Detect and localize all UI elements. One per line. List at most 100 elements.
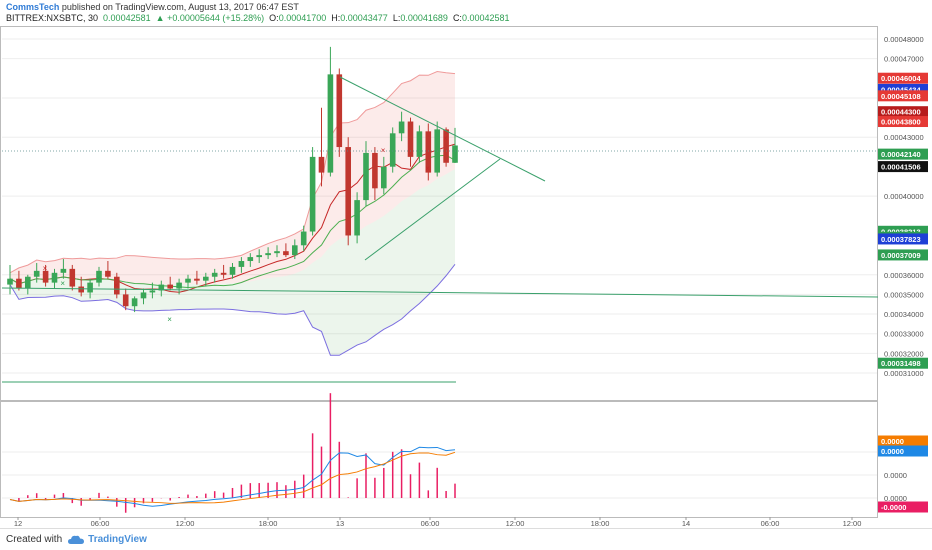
price-chart[interactable]: ×××××××× 0.000480000.000470000.000450000… — [0, 26, 932, 526]
oscillator — [9, 393, 456, 513]
candle-body — [122, 294, 129, 307]
candle-body — [114, 276, 120, 295]
candle-body — [407, 121, 414, 157]
author-name[interactable]: CommsTech — [6, 2, 60, 12]
candle-body — [354, 200, 360, 236]
price-change: +0.00005644 (+15.28%) — [167, 13, 265, 23]
signal-markers: × × × × × × × × — [43, 134, 449, 324]
time-tick-label: 18:00 — [259, 519, 278, 526]
candle-body — [78, 286, 84, 293]
price-badge-label: 0.00046004 — [881, 74, 921, 83]
price-badge — [878, 72, 928, 84]
price-tick-label: 0.00031000 — [884, 369, 924, 378]
candle-body — [398, 121, 405, 134]
signal-x-icon: × — [167, 315, 172, 324]
footer: Created with TradingView — [0, 528, 932, 550]
candle-body — [229, 266, 236, 275]
time-tick-label: 12:00 — [506, 519, 525, 526]
price-badge — [878, 161, 928, 173]
candle-body — [69, 268, 76, 287]
price-badge-label: 0.00041506 — [881, 163, 921, 172]
candlesticks[interactable] — [7, 46, 458, 313]
price-badge-label: 0.00031498 — [881, 359, 921, 368]
price-badge — [878, 249, 928, 261]
up-arrow-icon: ▲ — [155, 13, 165, 23]
oscillator-badge-label: -0.0000 — [881, 503, 906, 512]
candle-body — [149, 290, 156, 293]
open-value: 0.00041700 — [278, 13, 327, 23]
candle-body — [131, 298, 138, 307]
candle-body — [416, 131, 423, 157]
price-badge — [878, 225, 928, 237]
support-trendline[interactable] — [1, 287, 879, 298]
lower-band-line — [9, 264, 456, 356]
candle-body — [220, 272, 227, 275]
candle-body — [87, 282, 93, 293]
candle-body — [381, 166, 387, 189]
price-badge — [878, 90, 928, 102]
price-badge-label: 0.00044300 — [881, 108, 921, 117]
time-tick-label: 14 — [682, 519, 690, 526]
candle-body — [336, 74, 343, 148]
candle-body — [167, 284, 173, 289]
time-axis: 12 06:00 12:00 18:00 13 06:00 12:00 18:00 14 06:0… — [14, 517, 861, 526]
signal-x-icon: × — [443, 134, 448, 143]
chart-header: CommsTech published on TradingView.com, … — [0, 0, 932, 26]
candle-body — [363, 152, 369, 201]
triangle-upper-line[interactable] — [339, 76, 546, 182]
trend-lines — [1, 76, 879, 383]
oscillator-pane-frame — [0, 401, 878, 518]
tradingview-logo[interactable]: TradingView — [68, 534, 147, 545]
high-value: 0.00043477 — [340, 13, 388, 23]
candle-body — [372, 152, 378, 189]
high-label: H: — [331, 13, 341, 23]
created-with-label: Created with — [6, 534, 63, 545]
price-badge-label: 0.00045108 — [881, 92, 921, 101]
candle-body — [51, 272, 58, 283]
price-badge-label: 0.00043800 — [881, 118, 921, 127]
price-badge — [878, 233, 928, 245]
signal-x-icon: × — [114, 281, 119, 290]
price-tick-label: 0.00040000 — [884, 192, 924, 201]
price-tick-label: 0.00032000 — [884, 349, 924, 358]
main-pane-frame — [0, 26, 878, 401]
time-tick-label: 12 — [14, 519, 22, 526]
close-value: 0.00042581 — [461, 13, 510, 23]
price-tick-label: 0.00034000 — [884, 310, 924, 319]
upper-band-line — [9, 71, 456, 274]
price-tick-label: 0.00033000 — [884, 330, 924, 339]
low-value: 0.00041689 — [400, 13, 448, 23]
candle-body — [238, 261, 245, 267]
candle-body — [140, 292, 147, 299]
open-label: O: — [269, 13, 279, 23]
slow-ma-line — [9, 154, 456, 289]
candle-body — [176, 282, 182, 289]
price-badge — [878, 83, 928, 95]
price-badge-label: 0.00038213 — [881, 227, 921, 236]
price-badge — [878, 148, 928, 160]
price-tick-label: 0.00035000 — [884, 290, 924, 299]
close-label: C: — [452, 13, 462, 23]
candle-body — [318, 156, 325, 173]
price-tick-label: 0.00048000 — [884, 35, 924, 44]
last-price: 0.00042581 — [103, 13, 151, 23]
candle-body — [7, 278, 13, 285]
upper-band-fill — [10, 71, 455, 285]
candle-body — [42, 270, 49, 283]
triangle-lower-line[interactable] — [364, 158, 501, 261]
price-badge-label: 0.00045434 — [881, 85, 921, 94]
candle-body — [33, 270, 40, 277]
candle-body — [425, 131, 432, 173]
candle-body — [60, 268, 67, 273]
candle-body — [185, 278, 191, 283]
publish-info: published on TradingView.com, August 13,… — [59, 2, 299, 12]
candle-body — [16, 278, 22, 289]
price-tick-label: 0.00036000 — [884, 271, 924, 280]
candle-body — [96, 270, 102, 283]
time-tick-label: 06:00 — [761, 519, 780, 526]
signal-x-icon: × — [96, 274, 101, 283]
price-badge-label: 0.00042140 — [881, 150, 921, 159]
candle-body — [345, 147, 351, 236]
cloud-icon — [68, 535, 85, 544]
